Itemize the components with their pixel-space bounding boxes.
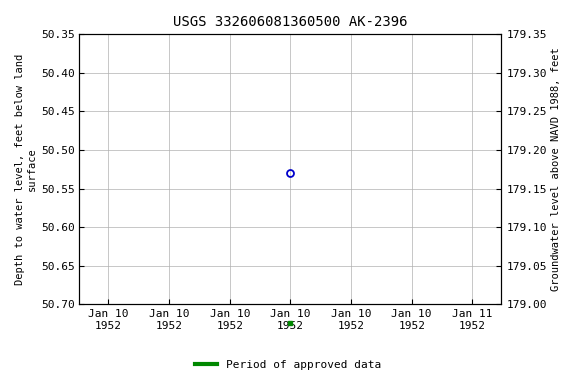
Y-axis label: Depth to water level, feet below land
surface: Depth to water level, feet below land su… (15, 54, 37, 285)
Y-axis label: Groundwater level above NAVD 1988, feet: Groundwater level above NAVD 1988, feet (551, 47, 561, 291)
Legend: Period of approved data: Period of approved data (191, 356, 385, 375)
Title: USGS 332606081360500 AK-2396: USGS 332606081360500 AK-2396 (173, 15, 408, 29)
